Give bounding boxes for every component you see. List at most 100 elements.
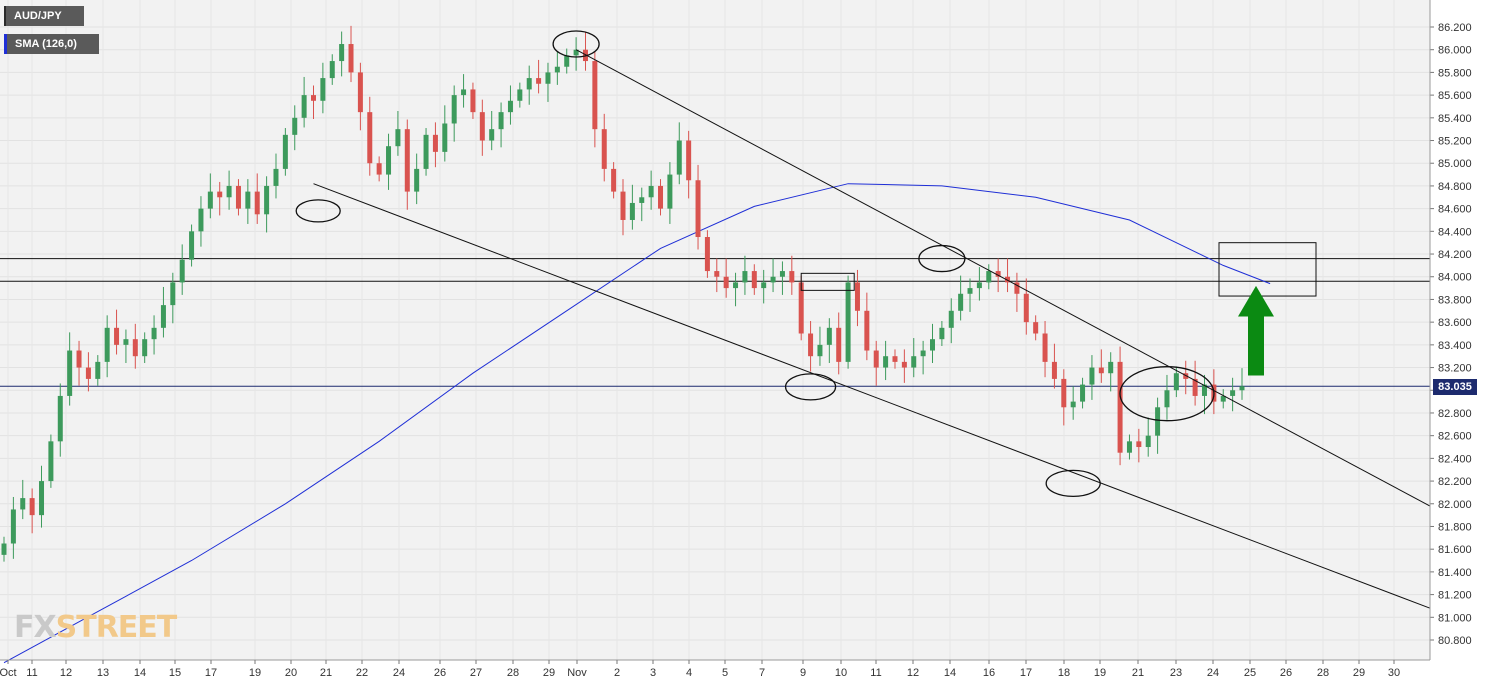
candle-up: [20, 498, 26, 510]
candle-up: [779, 271, 785, 277]
candle-down: [1051, 361, 1057, 379]
candle-up: [1080, 384, 1086, 402]
x-tick-label: 2: [614, 667, 620, 679]
y-tick-label: 84.600: [1438, 204, 1472, 216]
candle-up: [817, 344, 823, 357]
candle-down: [695, 180, 701, 238]
candle-up: [245, 191, 251, 209]
grid: [0, 0, 1430, 660]
x-tick-label: 10: [835, 667, 847, 679]
x-tick-label: Nov: [567, 667, 587, 679]
candle-down: [132, 339, 138, 357]
candle-up: [189, 231, 195, 260]
candle-up: [761, 282, 767, 289]
candle-down: [1014, 282, 1020, 294]
x-tick-label: 3: [650, 667, 656, 679]
candle-up: [207, 191, 213, 209]
candle-up: [976, 282, 982, 289]
candle-up: [329, 61, 335, 79]
x-tick-label: 29: [1353, 667, 1365, 679]
candle-up: [526, 78, 532, 90]
candle-up: [920, 350, 926, 357]
candle-up: [1155, 407, 1161, 436]
candle-up: [639, 197, 645, 203]
y-axis: 86.200 86.000 85.800 85.600 85.400 85.200 85.0…: [1429, 0, 1472, 660]
candle-up: [958, 293, 964, 311]
candle-down: [357, 72, 363, 113]
candle-up: [507, 100, 513, 113]
y-tick-label: 81.400: [1438, 567, 1472, 579]
x-tick-label: 28: [507, 667, 519, 679]
candle-up: [414, 168, 420, 192]
candle-down: [254, 191, 260, 215]
candle-down: [1023, 293, 1029, 323]
candle-up: [948, 310, 954, 328]
candle-up: [67, 350, 73, 396]
candle-up: [273, 168, 279, 186]
x-tick-label: 28: [1317, 667, 1329, 679]
symbol-legend[interactable]: AUD/JPY: [4, 6, 84, 26]
x-tick-label: 12: [907, 667, 919, 679]
x-tick-label: 19: [249, 667, 261, 679]
sma-legend[interactable]: SMA (126,0): [4, 34, 99, 54]
candle-up: [1126, 441, 1132, 453]
candle-down: [798, 282, 804, 334]
sma-line: [3, 183, 1271, 664]
candle-up: [301, 95, 307, 118]
candle-down: [432, 134, 438, 152]
candle-down: [611, 168, 617, 192]
candle-down: [348, 44, 354, 73]
candle-up: [264, 185, 270, 215]
candle-up: [1164, 390, 1170, 408]
y-tick-label: 82.200: [1438, 476, 1472, 488]
x-tick-label: 21: [320, 667, 332, 679]
target-box: [1218, 242, 1317, 297]
candle-up: [386, 146, 392, 175]
candle-up: [1108, 361, 1114, 374]
x-tick-label: 27: [470, 667, 482, 679]
candle-up: [442, 123, 448, 152]
candle-down: [864, 310, 870, 351]
candle-down: [470, 89, 476, 113]
candle-up: [742, 271, 748, 283]
highlight-circle: [552, 30, 600, 58]
candle-up: [648, 185, 654, 198]
y-tick-label: 81.600: [1438, 544, 1472, 556]
candle-up: [930, 339, 935, 351]
y-tick-label: 83.800: [1438, 294, 1472, 306]
x-tick-label: 17: [205, 667, 217, 679]
candle-down: [808, 333, 814, 357]
y-tick-label: 85.400: [1438, 113, 1472, 125]
x-tick-label: 24: [393, 667, 405, 679]
x-tick-label: 21: [1132, 667, 1144, 679]
candle-down: [367, 112, 373, 164]
candle-down: [376, 163, 382, 175]
candle-up: [39, 481, 45, 516]
candle-up: [517, 89, 523, 101]
candle-down: [217, 191, 223, 198]
y-tick-label: 82.400: [1438, 453, 1472, 465]
candle-up: [883, 356, 889, 368]
candle-up: [160, 305, 166, 328]
candle-up: [489, 129, 495, 141]
candle-up: [1230, 390, 1236, 396]
candle-down: [1136, 441, 1142, 448]
x-tick-label: 24: [1207, 667, 1219, 679]
annotations: [295, 30, 1431, 609]
fxstreet-logo: FXSTREET: [14, 610, 177, 645]
candle-down: [873, 350, 879, 368]
y-tick-label: 84.400: [1438, 226, 1472, 238]
x-tick-label: 4: [686, 667, 692, 679]
candle-down: [620, 191, 626, 220]
candle-up: [10, 509, 16, 544]
lower-trendline: [313, 183, 1431, 609]
current-price-badge: 83.035: [1433, 379, 1477, 395]
x-tick-label: Oct: [0, 667, 17, 679]
x-tick-label: 22: [356, 667, 368, 679]
horizontal-levels: [0, 258, 1430, 387]
x-tick-label: 26: [434, 667, 446, 679]
x-tick-label: 9: [800, 667, 806, 679]
candlesticks: [1, 25, 1245, 562]
y-tick-label: 81.200: [1438, 590, 1472, 602]
